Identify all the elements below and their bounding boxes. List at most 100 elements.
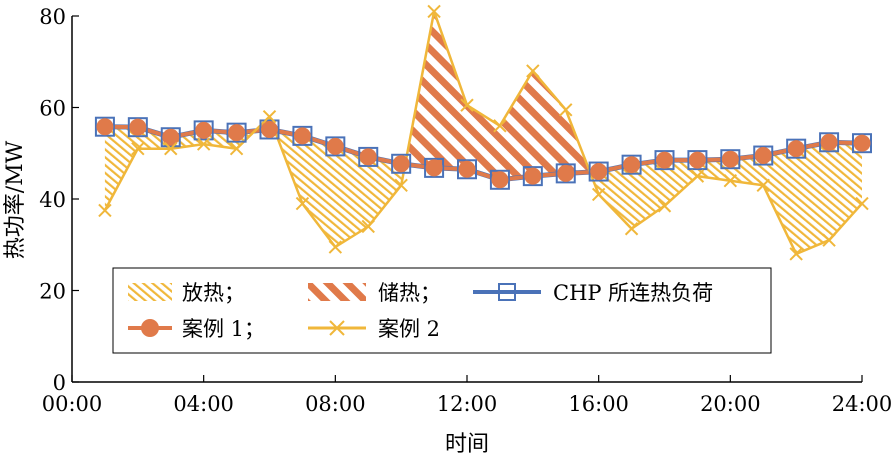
- y-tick-label: 80: [39, 5, 66, 29]
- chp-load-point: [457, 159, 477, 180]
- chp-load-point: [852, 133, 872, 154]
- case1-point: [754, 147, 772, 165]
- case1-point: [96, 118, 114, 136]
- case1-point: [425, 159, 443, 177]
- case2-point: [789, 247, 803, 261]
- case2-point: [229, 141, 244, 156]
- case2-point: [295, 196, 310, 211]
- case1-point: [392, 155, 410, 173]
- legend-marker-chp: [498, 283, 516, 301]
- legend-label-case2: 案例 2: [378, 317, 440, 341]
- legend-label-case1: 案例 1；: [182, 317, 265, 341]
- x-tick-label: 12:00: [437, 392, 498, 416]
- chp-load-point: [588, 161, 609, 182]
- chp-load-point: [193, 120, 214, 141]
- case1-point: [820, 133, 838, 151]
- case2-point: [657, 199, 672, 213]
- case1-point: [326, 137, 344, 155]
- legend-marker-case2: [329, 320, 345, 336]
- case2-point: [559, 103, 573, 117]
- case2-point: [822, 233, 836, 247]
- chp-load-point: [753, 145, 774, 166]
- legend-box: [112, 267, 772, 354]
- x-tick-label: 20:00: [700, 392, 761, 416]
- chp-load-point: [720, 149, 741, 170]
- case1-point: [688, 151, 706, 169]
- chp-load-point: [621, 154, 642, 175]
- legend-marker-case1: [141, 319, 159, 337]
- case2-point: [624, 222, 639, 236]
- case1-point: [359, 148, 377, 166]
- case2-point: [756, 178, 770, 192]
- x-tick-label: 08:00: [305, 392, 366, 416]
- case2-point: [723, 173, 738, 188]
- chp-load-point: [819, 132, 840, 153]
- chp-load-point: [292, 125, 313, 146]
- case2-point: [196, 137, 211, 151]
- chp-load-point: [489, 169, 510, 190]
- y-axis-label: 热功率/MW: [3, 140, 28, 259]
- x-tick-label: 24:00: [832, 392, 893, 416]
- case1-point: [721, 150, 739, 168]
- case1-point: [195, 121, 213, 139]
- chp-load-point: [259, 119, 280, 140]
- case2-point: [394, 178, 408, 192]
- x-tick-label: 16:00: [568, 392, 629, 416]
- legend-label-release: 放热；: [182, 281, 245, 305]
- legend-label-store: 储热；: [378, 281, 441, 305]
- case1-point: [228, 124, 246, 142]
- case2-point: [493, 119, 507, 133]
- chp-load-point: [687, 150, 708, 171]
- case1-point: [623, 156, 641, 174]
- case2-point: [328, 240, 343, 254]
- y-tick-label: 60: [39, 97, 66, 121]
- case2-point: [591, 187, 606, 202]
- case1-point: [853, 134, 871, 152]
- case1-point: [491, 171, 509, 189]
- legend-label-chp: CHP 所连热负荷: [553, 281, 713, 305]
- case1-point: [787, 140, 805, 158]
- case2-point: [98, 203, 112, 218]
- series-line-2: [103, 10, 863, 256]
- case1-point: [458, 160, 476, 178]
- chp-load-point: [127, 117, 148, 138]
- case2-point: [164, 141, 178, 156]
- case1-point: [524, 167, 542, 185]
- case1-point: [557, 164, 575, 182]
- series-markers: [94, 4, 872, 261]
- case2-point: [690, 169, 705, 183]
- chp-load-point: [325, 136, 346, 157]
- x-axis-label: 时间: [445, 432, 489, 457]
- case1-point: [129, 118, 147, 136]
- release-region: [590, 142, 862, 254]
- case1-point: [261, 120, 278, 138]
- case2-point: [262, 109, 277, 124]
- case2-point: [855, 196, 869, 211]
- chp-load-point: [555, 163, 576, 184]
- case2-point: [526, 64, 540, 78]
- y-tick-label: 20: [39, 280, 66, 304]
- case2-point: [361, 219, 375, 234]
- chp-load-point: [786, 138, 807, 159]
- chp-load-point: [160, 127, 181, 148]
- y-tick-label: 40: [39, 188, 66, 212]
- chp-load-point: [358, 146, 379, 167]
- chp-load-point: [424, 157, 445, 178]
- case2-point: [427, 4, 441, 19]
- legend: 放热； 储热； CHP 所连热负荷 案例 1； 案例 2: [112, 267, 772, 354]
- x-tick-label: 04:00: [173, 392, 234, 416]
- chp-load-point: [654, 150, 675, 171]
- case2-point: [460, 98, 474, 112]
- y-ticks: 0 20 40 60 80: [39, 5, 79, 395]
- chp-load-point: [391, 153, 412, 174]
- y-tick-label: 0: [53, 371, 66, 395]
- legend-swatch-store: [308, 283, 366, 301]
- x-ticks: 00:00 04:00 08:00 12:00 16:00 20:00 24:00: [42, 375, 893, 416]
- x-tick-label: 00:00: [42, 392, 103, 416]
- case1-point: [162, 128, 180, 146]
- legend-swatch-release: [128, 283, 172, 301]
- chp-load-point: [94, 116, 115, 137]
- case2-point: [131, 141, 145, 156]
- storage-region: [405, 11, 590, 180]
